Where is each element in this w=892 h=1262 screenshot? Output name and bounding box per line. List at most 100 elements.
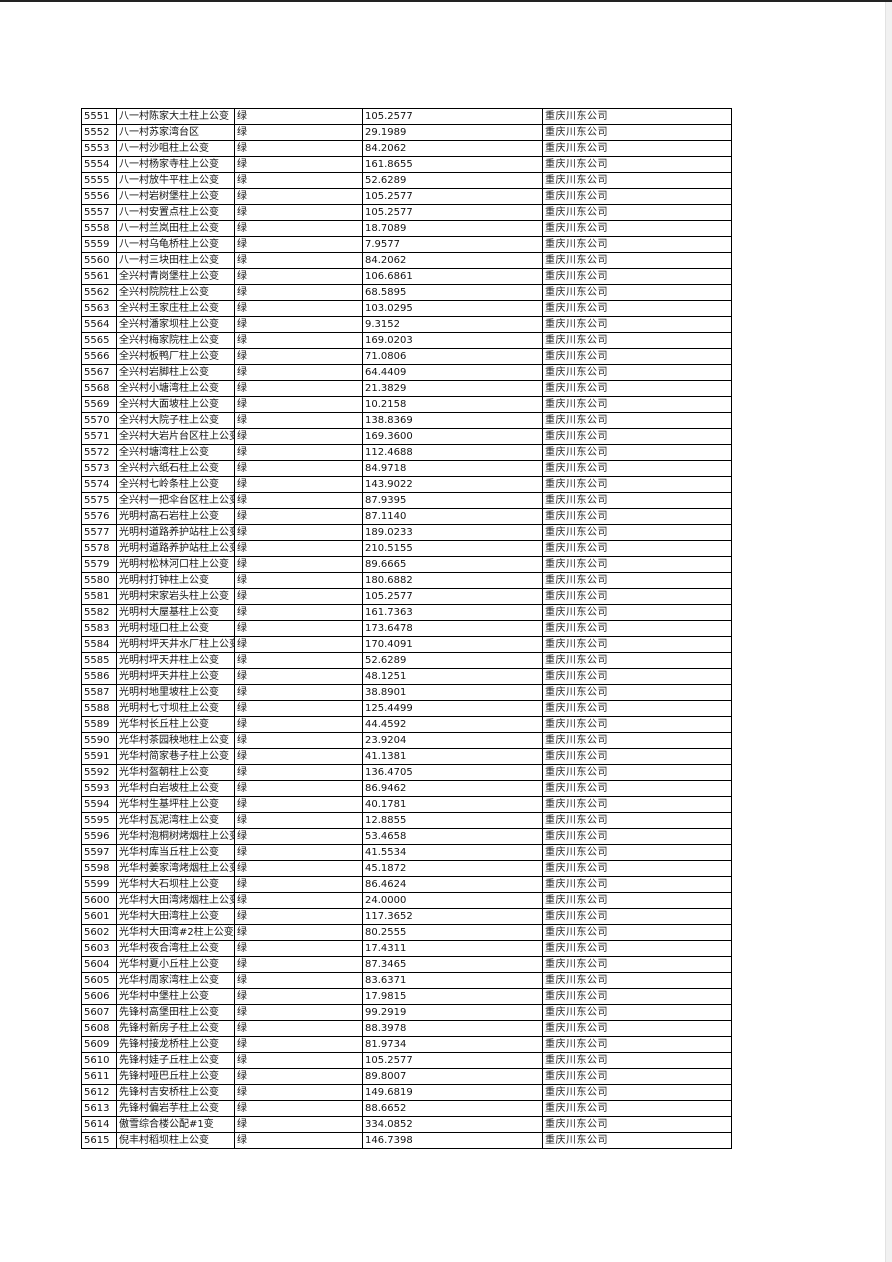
transformer-name-cell: 八一村兰岚田柱上公变 (116, 220, 235, 237)
value-cell: 53.4658 (362, 828, 543, 845)
company-cell: 重庆川东公司 (542, 876, 732, 893)
table-row: 5566 全兴村板鸭厂柱上公变绿 71.0806 重庆川东公司 (81, 348, 732, 365)
status-cell: 绿 (234, 156, 363, 173)
transformer-name-cell: 光华村中堡柱上公变 (116, 988, 235, 1005)
value-cell: 88.3978 (362, 1020, 543, 1037)
company-cell: 重庆川东公司 (542, 812, 732, 829)
company-cell: 重庆川东公司 (542, 860, 732, 877)
transformer-name-cell: 光华村简家巷子柱上公变 (116, 748, 235, 765)
transformer-name-cell: 光华村周家湾柱上公变 (116, 972, 235, 989)
table-row: 5580 光明村打钟柱上公变绿 180.6882 重庆川东公司 (81, 572, 732, 589)
value-cell: 48.1251 (362, 668, 543, 685)
row-id-cell: 5580 (81, 572, 117, 589)
table-row: 5614 傲雪综合楼公配#1变绿 334.0852 重庆川东公司 (81, 1116, 732, 1133)
page-top-border (0, 0, 892, 2)
table-row: 5595 光华村瓦泥湾柱上公变绿 12.8855 重庆川东公司 (81, 812, 732, 829)
company-cell: 重庆川东公司 (542, 172, 732, 189)
table-row: 5586 光明村坪天井柱上公变绿 48.1251 重庆川东公司 (81, 668, 732, 685)
value-cell: 81.9734 (362, 1036, 543, 1053)
transformer-name-cell: 光明村高石岩柱上公变 (116, 508, 235, 525)
transformer-name-cell: 先锋村高堡田柱上公变 (116, 1004, 235, 1021)
transformer-name-cell: 八一村乌龟桥柱上公变 (116, 236, 235, 253)
company-cell: 重庆川东公司 (542, 156, 732, 173)
company-cell: 重庆川东公司 (542, 188, 732, 205)
row-id-cell: 5557 (81, 204, 117, 221)
row-id-cell: 5606 (81, 988, 117, 1005)
company-cell: 重庆川东公司 (542, 732, 732, 749)
table-row: 5557 八一村安置点柱上公变绿 105.2577 重庆川东公司 (81, 204, 732, 221)
transformer-name-cell: 八一村安置点柱上公变 (116, 204, 235, 221)
table-row: 5602 光华村大田湾#2柱上公变绿 80.2555 重庆川东公司 (81, 924, 732, 941)
table-row: 5564 全兴村潘家坝柱上公变绿 9.3152 重庆川东公司 (81, 316, 732, 333)
status-cell: 绿 (234, 1020, 363, 1037)
company-cell: 重庆川东公司 (542, 636, 732, 653)
status-cell: 绿 (234, 1052, 363, 1069)
table-row: 5565 全兴村梅家院柱上公变绿 169.0203 重庆川东公司 (81, 332, 732, 349)
status-cell: 绿 (234, 876, 363, 893)
status-cell: 绿 (234, 220, 363, 237)
company-cell: 重庆川东公司 (542, 236, 732, 253)
value-cell: 41.5534 (362, 844, 543, 861)
status-cell: 绿 (234, 508, 363, 525)
status-cell: 绿 (234, 892, 363, 909)
transformer-name-cell: 光明村打钟柱上公变 (116, 572, 235, 589)
status-cell: 绿 (234, 1036, 363, 1053)
row-id-cell: 5594 (81, 796, 117, 813)
transformer-name-cell: 全兴村岩脚柱上公变 (116, 364, 235, 381)
table-row: 5567 全兴村岩脚柱上公变绿 64.4409 重庆川东公司 (81, 364, 732, 381)
row-id-cell: 5595 (81, 812, 117, 829)
value-cell: 84.2062 (362, 140, 543, 157)
transformer-name-cell: 八一村岩树堡柱上公变 (116, 188, 235, 205)
table-row: 5599 光华村大石坝柱上公变绿 86.4624 重庆川东公司 (81, 876, 732, 893)
status-cell: 绿 (234, 364, 363, 381)
table-row: 5574 全兴村七岭条柱上公变绿 143.9022 重庆川东公司 (81, 476, 732, 493)
company-cell: 重庆川东公司 (542, 764, 732, 781)
value-cell: 40.1781 (362, 796, 543, 813)
value-cell: 24.0000 (362, 892, 543, 909)
row-id-cell: 5585 (81, 652, 117, 669)
value-cell: 87.1140 (362, 508, 543, 525)
company-cell: 重庆川东公司 (542, 492, 732, 509)
transformer-name-cell: 光明村道路养护站柱上公变 (116, 540, 235, 557)
company-cell: 重庆川东公司 (542, 396, 732, 413)
table-row: 5613 先锋村偏岩芋柱上公变绿 88.6652 重庆川东公司 (81, 1100, 732, 1117)
value-cell: 84.2062 (362, 252, 543, 269)
row-id-cell: 5574 (81, 476, 117, 493)
table-row: 5571 全兴村大岩片台区柱上公变绿 169.3600 重庆川东公司 (81, 428, 732, 445)
company-cell: 重庆川东公司 (542, 1116, 732, 1133)
company-cell: 重庆川东公司 (542, 268, 732, 285)
value-cell: 21.3829 (362, 380, 543, 397)
row-id-cell: 5604 (81, 956, 117, 973)
row-id-cell: 5608 (81, 1020, 117, 1037)
row-id-cell: 5615 (81, 1132, 117, 1149)
transformer-name-cell: 光华村瓦泥湾柱上公变 (116, 812, 235, 829)
company-cell: 重庆川东公司 (542, 428, 732, 445)
row-id-cell: 5602 (81, 924, 117, 941)
table-row: 5582 光明村大屋基柱上公变绿 161.7363 重庆川东公司 (81, 604, 732, 621)
row-id-cell: 5575 (81, 492, 117, 509)
transformer-name-cell: 光明村地里坡柱上公变 (116, 684, 235, 701)
table-row: 5597 光华村库当丘柱上公变绿 41.5534 重庆川东公司 (81, 844, 732, 861)
status-cell: 绿 (234, 332, 363, 349)
table-row: 5556 八一村岩树堡柱上公变绿 105.2577 重庆川东公司 (81, 188, 732, 205)
transformer-name-cell: 全兴村小塘湾柱上公变 (116, 380, 235, 397)
table-row: 5607 先锋村高堡田柱上公变绿 99.2919 重庆川东公司 (81, 1004, 732, 1021)
company-cell: 重庆川东公司 (542, 604, 732, 621)
row-id-cell: 5613 (81, 1100, 117, 1117)
status-cell: 绿 (234, 1132, 363, 1149)
status-cell: 绿 (234, 140, 363, 157)
table-row: 5581 光明村宋家岩头柱上公变绿 105.2577 重庆川东公司 (81, 588, 732, 605)
transformer-name-cell: 全兴村七岭条柱上公变 (116, 476, 235, 493)
transformer-name-cell: 光华村大田湾烤烟柱上公变 (116, 892, 235, 909)
row-id-cell: 5583 (81, 620, 117, 637)
value-cell: 12.8855 (362, 812, 543, 829)
table-row: 5552 八一村苏家湾台区绿 29.1989 重庆川东公司 (81, 124, 732, 141)
table-row: 5608 先锋村新房子柱上公变绿 88.3978 重庆川东公司 (81, 1020, 732, 1037)
row-id-cell: 5599 (81, 876, 117, 893)
row-id-cell: 5559 (81, 236, 117, 253)
transformer-name-cell: 全兴村板鸭厂柱上公变 (116, 348, 235, 365)
transformer-name-cell: 光明村七寸坝柱上公变 (116, 700, 235, 717)
row-id-cell: 5565 (81, 332, 117, 349)
transformer-name-cell: 先锋村偏岩芋柱上公变 (116, 1100, 235, 1117)
transformer-name-cell: 全兴村塘湾柱上公变 (116, 444, 235, 461)
